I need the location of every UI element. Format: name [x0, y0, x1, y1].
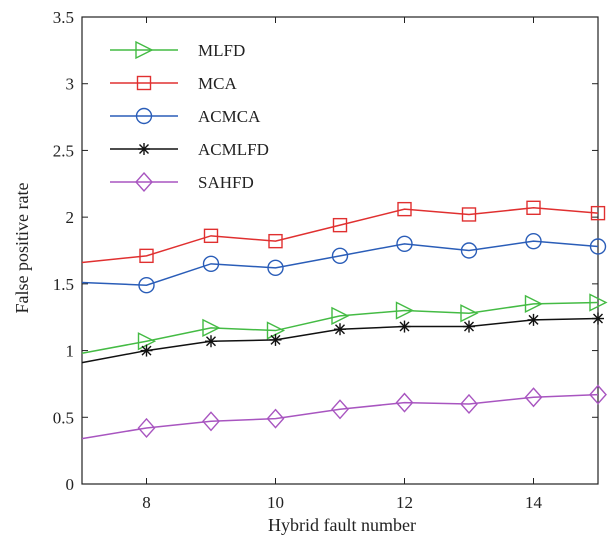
data-point	[267, 259, 284, 277]
data-point	[524, 387, 543, 408]
y-axis-title: False positive rate	[12, 183, 32, 314]
legend-label: MLFD	[198, 41, 245, 60]
data-point	[589, 384, 607, 405]
y-tick-label: 0	[66, 475, 75, 494]
legend-marker	[135, 40, 154, 60]
series-acmlfd	[81, 312, 604, 364]
data-point	[527, 313, 540, 326]
series-mca	[81, 200, 606, 264]
legend-marker	[135, 171, 153, 193]
legend-entry: MCA	[110, 74, 237, 93]
legend-label: SAHFD	[198, 173, 254, 192]
data-point	[590, 205, 606, 221]
y-tick-label: 3.5	[53, 8, 74, 27]
data-point	[395, 301, 415, 320]
legend-entry: SAHFD	[110, 171, 254, 193]
data-point	[463, 320, 475, 333]
y-tick-label: 1	[66, 342, 75, 361]
data-point	[269, 333, 282, 346]
y-tick-label: 1.5	[53, 275, 74, 294]
data-point	[268, 233, 283, 249]
series-line	[81, 393, 599, 440]
data-point	[395, 392, 414, 413]
data-point	[332, 217, 348, 233]
legend-label: ACMLFD	[198, 140, 269, 159]
data-point	[203, 228, 219, 244]
y-tick-label: 2.5	[53, 141, 74, 160]
data-point	[266, 408, 285, 429]
data-point	[589, 238, 607, 255]
legend-label: MCA	[198, 74, 237, 93]
y-tick-label: 3	[66, 75, 75, 94]
x-tick-label: 8	[142, 493, 151, 512]
data-point	[140, 344, 153, 357]
data-point	[205, 335, 217, 348]
data-point	[331, 306, 350, 326]
legend-label: ACMCA	[198, 107, 261, 126]
data-point	[202, 411, 220, 432]
series-sahfd	[81, 384, 607, 440]
data-point	[396, 235, 413, 253]
data-point	[137, 417, 156, 439]
data-point	[525, 232, 542, 250]
series-line	[81, 207, 599, 264]
data-point	[398, 320, 411, 333]
data-point	[397, 201, 412, 217]
data-point	[139, 248, 154, 264]
x-tick-label: 14	[525, 493, 543, 512]
x-tick-label: 12	[396, 493, 413, 512]
data-point	[460, 393, 478, 414]
legend-entry: ACMCA	[110, 107, 261, 126]
data-point	[460, 242, 478, 259]
data-point	[461, 207, 477, 222]
data-point	[592, 312, 604, 325]
x-axis-title: Hybrid fault number	[268, 515, 416, 535]
legend-marker	[136, 75, 152, 91]
data-point	[138, 276, 155, 294]
data-point	[526, 200, 541, 216]
data-point	[334, 323, 346, 336]
y-tick-label: 0.5	[53, 408, 74, 427]
series-line	[81, 240, 599, 286]
data-point	[460, 304, 479, 323]
data-point	[524, 294, 544, 314]
data-point	[202, 318, 221, 338]
series-acmca	[81, 232, 607, 294]
y-tick-label: 2	[66, 208, 75, 227]
plot-area-frame	[81, 16, 599, 485]
series-line	[81, 301, 599, 354]
legend-entry: ACMLFD	[110, 140, 269, 159]
data-point	[589, 293, 608, 312]
data-point	[331, 399, 349, 420]
data-point	[202, 255, 220, 273]
legend-marker	[135, 107, 153, 125]
data-point	[331, 247, 349, 265]
legend-entry: MLFD	[110, 40, 245, 60]
legend-marker	[138, 143, 150, 155]
series-mlfd	[81, 293, 608, 354]
x-tick-label: 10	[267, 493, 284, 512]
